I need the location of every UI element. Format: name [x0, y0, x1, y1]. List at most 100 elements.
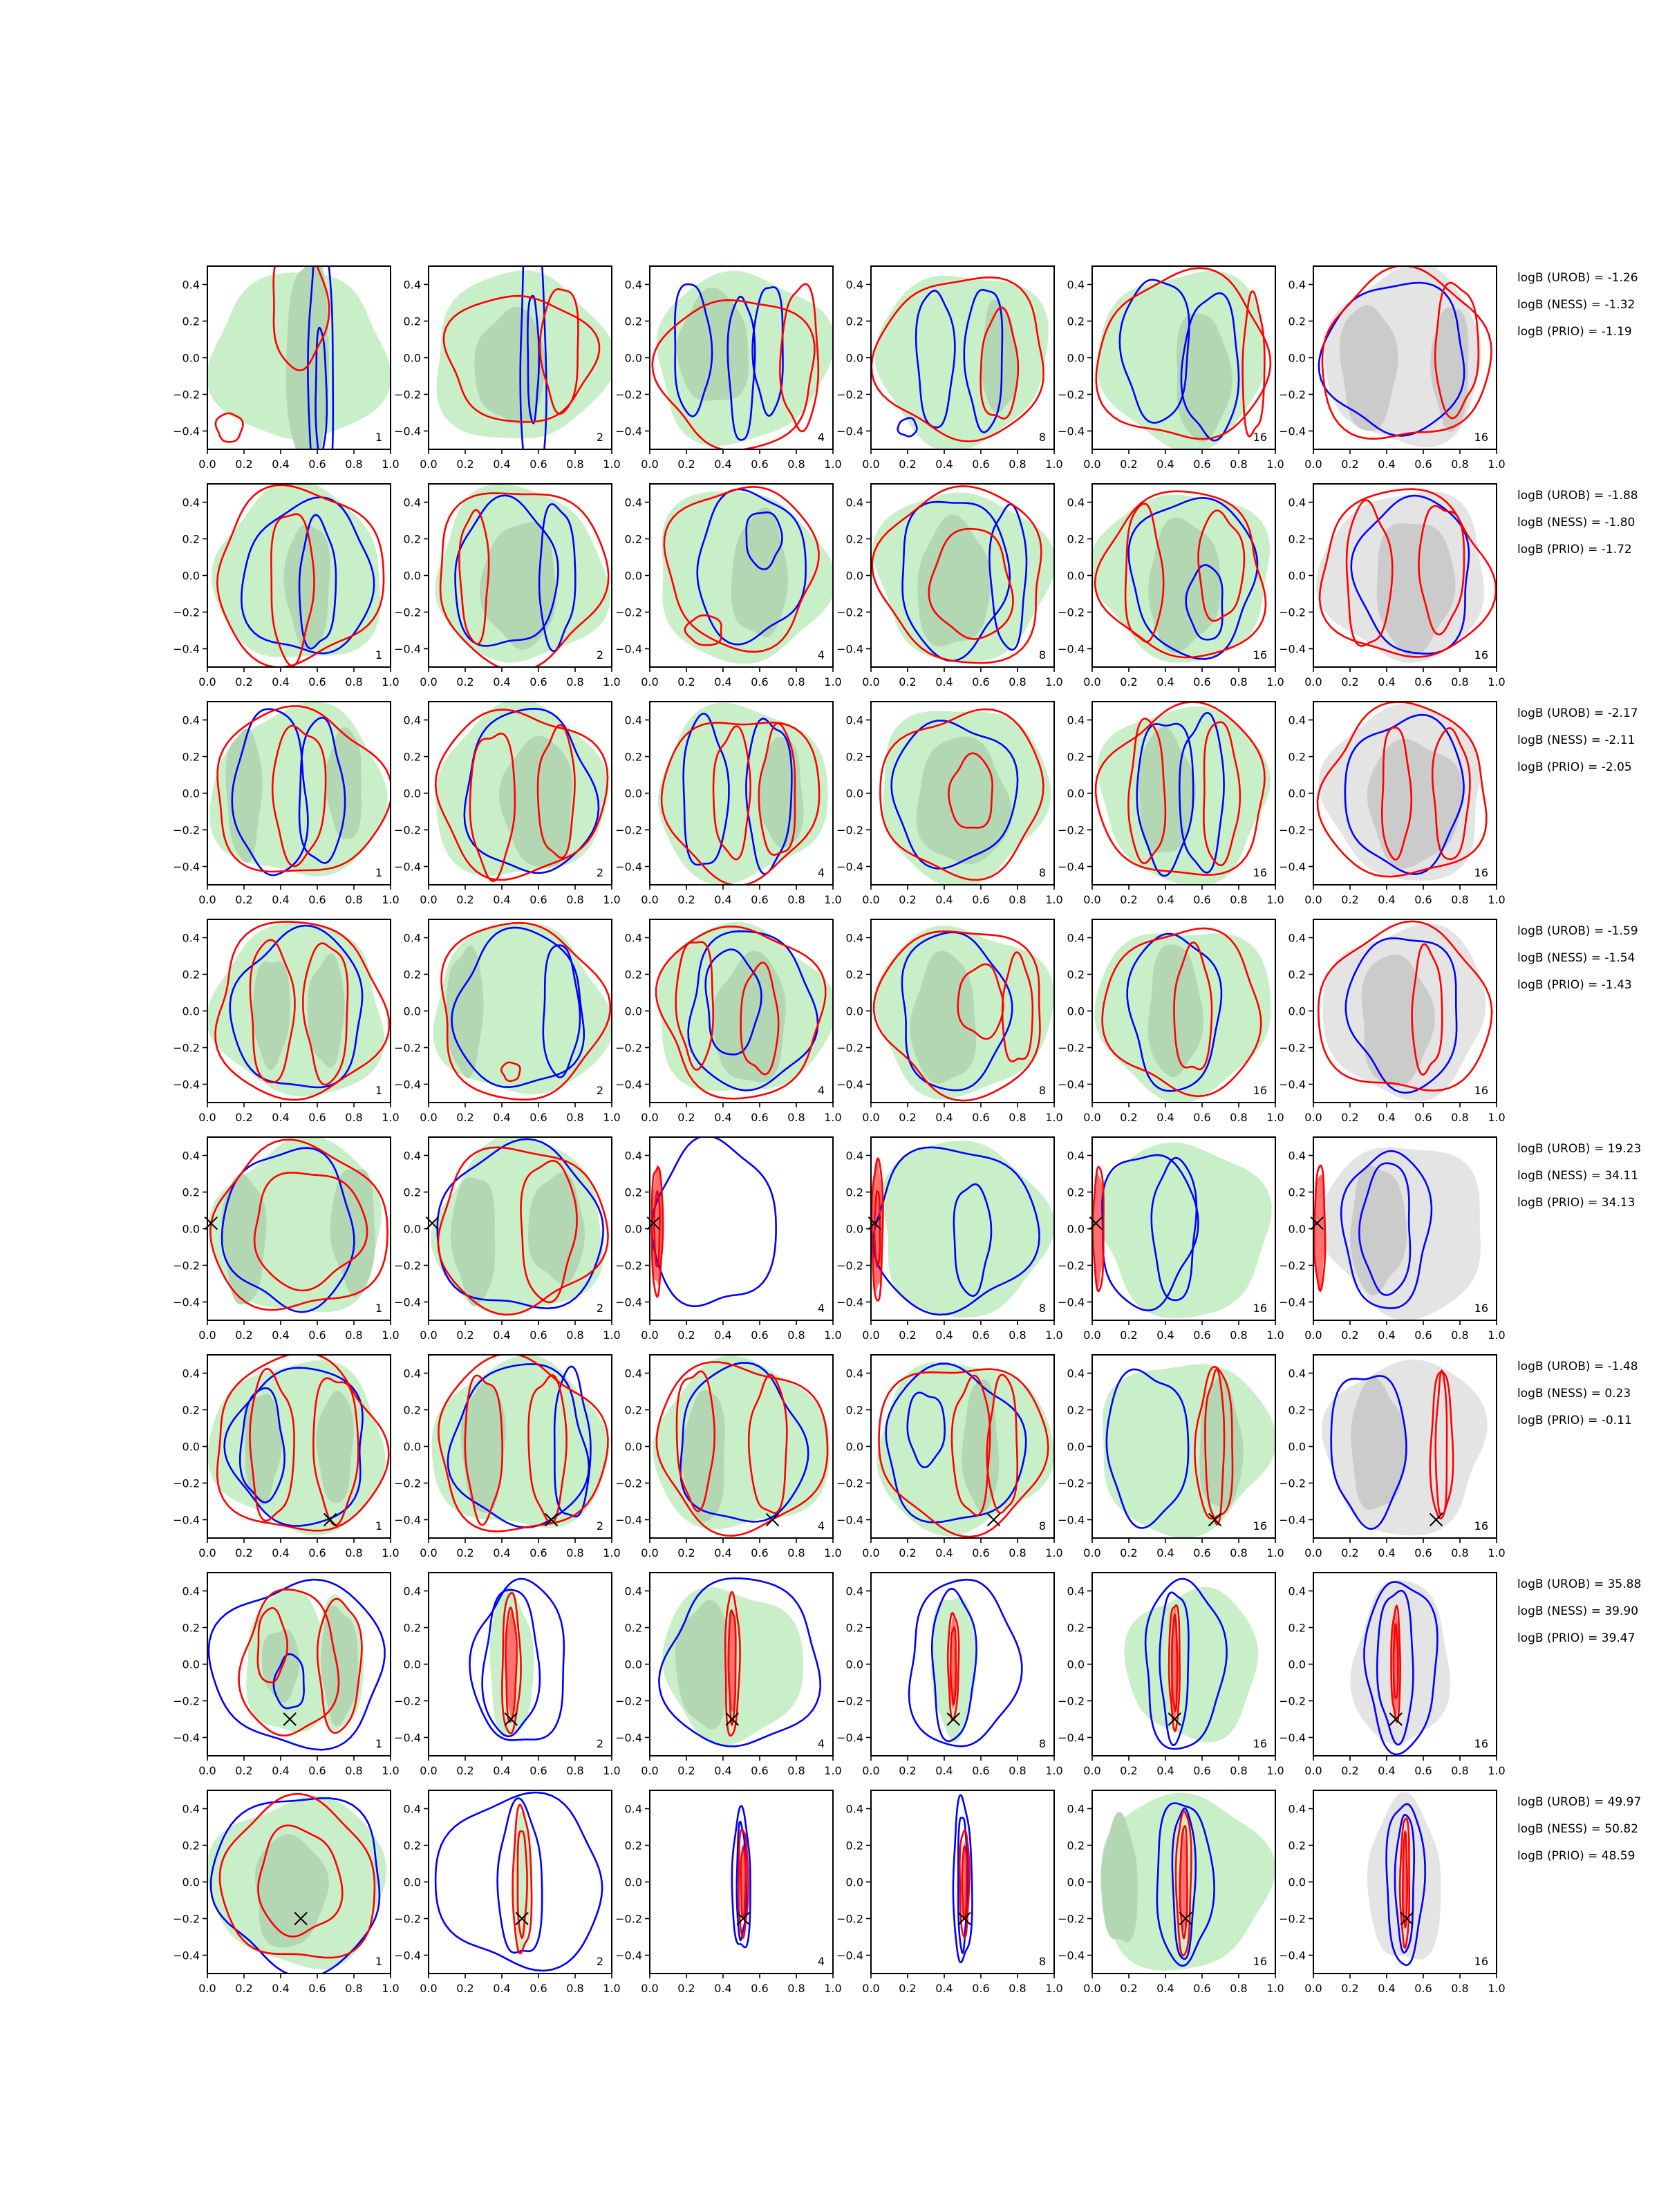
y-tick-label: −0.2 [836, 388, 863, 402]
contour-panel: 0.0 0.2 0.4 0.6 0.8 1.0 0.4 0.2 0.0 −0.2 −0.4 16 [1058, 1136, 1284, 1342]
red-contour [651, 299, 816, 449]
x-tick-label: 1.0 [824, 1329, 841, 1342]
x-tick-label: 0.0 [1304, 675, 1322, 688]
x-tick-label: 0.6 [529, 1111, 547, 1124]
contour-panel: 0.0 0.2 0.4 0.6 0.8 1.0 0.4 0.2 0.0 −0.2 −0.4 16 [1279, 1790, 1506, 1995]
marker-x [946, 1712, 960, 1726]
x-tick-label: 0.4 [714, 675, 731, 688]
y-tick-label: 0.4 [404, 279, 421, 292]
y-tick-label: −0.2 [1058, 606, 1085, 619]
blue-contour [1340, 1150, 1433, 1309]
x-tick-label: 0.8 [1451, 675, 1468, 688]
blue-contour [240, 496, 375, 655]
x-tick-label: 1.0 [603, 1982, 620, 1995]
logb-annotation: logB (NESS) = 39.90 [1517, 1604, 1638, 1618]
panel-label: 8 [1039, 1519, 1046, 1533]
x-tick-label: 1.0 [824, 1764, 841, 1777]
x-tick-label: 0.6 [529, 1764, 547, 1777]
red-contour [1127, 718, 1167, 865]
red-contour [536, 724, 576, 859]
x-tick-label: 1.0 [1488, 1329, 1505, 1342]
density-core [962, 1379, 1000, 1512]
panel-plot-area [1102, 1364, 1275, 1538]
red-contour [238, 1588, 340, 1737]
blue-contour [1150, 1156, 1198, 1302]
contour-panel: 0.0 0.2 0.4 0.6 0.8 1.0 0.4 0.2 0.0 −0.2 −0.4 8 [836, 701, 1063, 906]
y-tick-label: 0.4 [182, 1803, 200, 1816]
marker-x [515, 1911, 529, 1926]
x-tick-label: 0.0 [198, 1111, 216, 1124]
y-tick-label: 0.4 [846, 1150, 863, 1163]
x-tick-label: 0.8 [345, 1982, 362, 1995]
x-tick-label: 0.4 [1378, 675, 1395, 688]
y-tick-label: −0.4 [836, 1078, 863, 1091]
x-tick-label: 0.6 [972, 675, 989, 688]
red-contour [301, 942, 349, 1086]
x-tick-label: 0.2 [899, 1982, 916, 1995]
y-tick-label: 0.0 [404, 1658, 421, 1671]
y-tick-label: −0.4 [173, 1296, 200, 1309]
red-contour [1345, 499, 1394, 647]
y-tick-label: −0.4 [615, 1078, 642, 1091]
panel-plot-area [655, 921, 833, 1100]
logb-annotation: logB (PRIO) = -2.05 [1517, 760, 1632, 774]
y-tick-label: 0.0 [182, 1658, 200, 1671]
density-core [981, 299, 1019, 413]
panel-frame [649, 1136, 834, 1321]
y-tick-label: −0.4 [1058, 1949, 1085, 1962]
blue-contour [890, 720, 1019, 870]
blue-contour [1376, 1589, 1414, 1746]
marker-x [1389, 1712, 1403, 1726]
x-tick-label: 0.0 [420, 675, 437, 688]
x-tick-label: 1.0 [824, 458, 841, 471]
y-tick-label: 0.2 [1067, 1404, 1085, 1417]
y-tick-label: −0.4 [615, 1296, 642, 1309]
y-tick-label: 0.0 [625, 352, 642, 365]
contour-panel: 0.0 0.2 0.4 0.6 0.8 1.0 0.4 0.2 0.0 −0.2 −0.4 16 [1058, 701, 1284, 906]
y-tick-label: −0.2 [1279, 1477, 1306, 1490]
x-tick-label: 0.0 [862, 1111, 879, 1124]
x-tick-label: 1.0 [1045, 1764, 1062, 1777]
panel-label: 1 [375, 1302, 382, 1315]
logb-annotation: logB (UROB) = 49.97 [1517, 1795, 1641, 1809]
x-tick-label: 0.0 [1304, 458, 1322, 471]
marker-x [1179, 1911, 1192, 1926]
logb-annotation: logB (PRIO) = 34.13 [1517, 1196, 1635, 1210]
panel-plot-area [209, 702, 391, 877]
red-contour [1434, 281, 1480, 420]
panel-plot-area [657, 1577, 822, 1747]
blue-contour [209, 1797, 381, 1974]
red-contour [249, 1367, 295, 1522]
red-contour [675, 941, 714, 1071]
x-tick-label: 0.8 [1451, 458, 1468, 471]
x-tick-label: 0.8 [1230, 893, 1247, 906]
x-tick-label: 0.6 [1193, 1982, 1210, 1995]
x-tick-label: 0.2 [677, 675, 695, 688]
red-contour [439, 492, 610, 667]
y-tick-label: −0.2 [615, 1477, 642, 1490]
y-tick-label: −0.4 [1279, 425, 1306, 438]
contour-panel: 0.0 0.2 0.4 0.6 0.8 1.0 0.4 0.2 0.0 −0.2 −0.4 8 [836, 1136, 1063, 1342]
y-tick-label: 0.4 [625, 496, 642, 509]
x-tick-label: 0.0 [420, 1764, 437, 1777]
contour-panel: 0.0 0.2 0.4 0.6 0.8 1.0 0.4 0.2 0.0 −0.2 −0.4 4 [615, 919, 842, 1124]
x-tick-label: 0.6 [751, 1546, 768, 1559]
red-contour [1398, 1817, 1410, 1949]
y-tick-label: −0.2 [836, 824, 863, 837]
panel-label: 8 [1039, 648, 1046, 662]
x-tick-label: 0.4 [714, 1982, 731, 1995]
blue-contour [1127, 496, 1259, 660]
x-tick-label: 0.4 [1156, 458, 1174, 471]
red-contour [216, 705, 391, 873]
red-contour [1094, 702, 1266, 877]
contour-panel: 0.0 0.2 0.4 0.6 0.8 1.0 0.4 0.2 0.0 −0.2 −0.4 4 [615, 265, 842, 471]
panel-label: 16 [1253, 648, 1267, 662]
contour-panel: 0.0 0.2 0.4 0.6 0.8 1.0 0.4 0.2 0.0 −0.2 −0.4 1 [173, 1354, 400, 1559]
x-tick-label: 0.6 [1193, 675, 1210, 688]
x-tick-label: 1.0 [1266, 1546, 1284, 1559]
x-tick-label: 0.6 [308, 458, 326, 471]
x-tick-label: 0.8 [1451, 893, 1468, 906]
y-tick-label: −0.2 [173, 606, 200, 619]
y-tick-label: −0.4 [836, 1296, 863, 1309]
x-tick-label: 0.8 [1230, 675, 1247, 688]
